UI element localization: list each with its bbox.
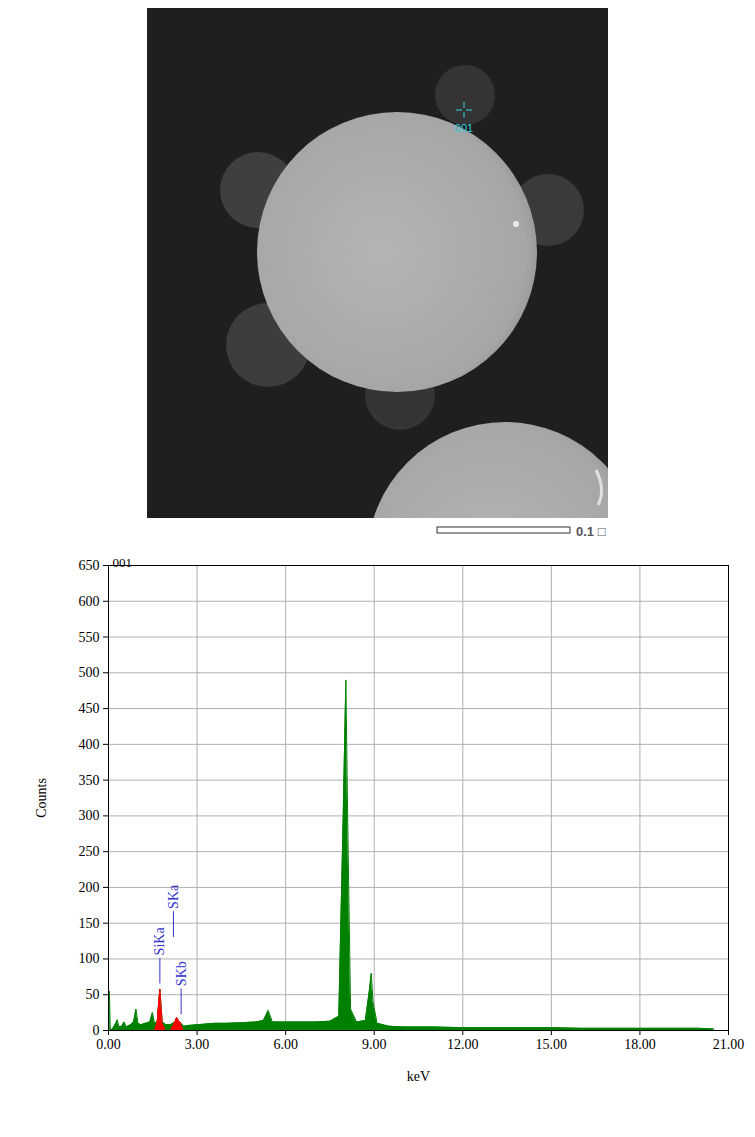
svg-text:0: 0	[93, 1023, 100, 1038]
svg-text:15.00: 15.00	[536, 1037, 568, 1052]
svg-text:0.1 □: 0.1 □	[576, 524, 606, 539]
svg-text:500: 500	[79, 665, 100, 680]
svg-text:650: 650	[79, 558, 100, 573]
svg-text:600: 600	[79, 594, 100, 609]
svg-text:SKb: SKb	[174, 961, 189, 986]
svg-text:250: 250	[79, 844, 100, 859]
svg-text:450: 450	[79, 701, 100, 716]
svg-text:3.00: 3.00	[185, 1037, 210, 1052]
svg-text:SKa: SKa	[166, 884, 181, 909]
svg-text:400: 400	[79, 737, 100, 752]
svg-text:6.00: 6.00	[273, 1037, 298, 1052]
svg-text:300: 300	[79, 808, 100, 823]
svg-text:0.00: 0.00	[96, 1037, 121, 1052]
svg-text:550: 550	[79, 630, 100, 645]
svg-text:Counts: Counts	[34, 778, 49, 818]
svg-text:12.00: 12.00	[447, 1037, 479, 1052]
svg-text:100: 100	[79, 951, 100, 966]
svg-text:350: 350	[79, 773, 100, 788]
svg-text:21.00: 21.00	[713, 1037, 745, 1052]
svg-text:150: 150	[79, 916, 100, 931]
svg-text:18.00: 18.00	[624, 1037, 656, 1052]
svg-text:SiKa: SiKa	[152, 927, 167, 956]
svg-text:50: 50	[86, 987, 100, 1002]
svg-text:001: 001	[455, 122, 473, 134]
svg-text:001: 001	[113, 555, 133, 570]
svg-text:keV: keV	[407, 1069, 430, 1084]
svg-text:200: 200	[79, 880, 100, 895]
svg-text:9.00: 9.00	[362, 1037, 387, 1052]
